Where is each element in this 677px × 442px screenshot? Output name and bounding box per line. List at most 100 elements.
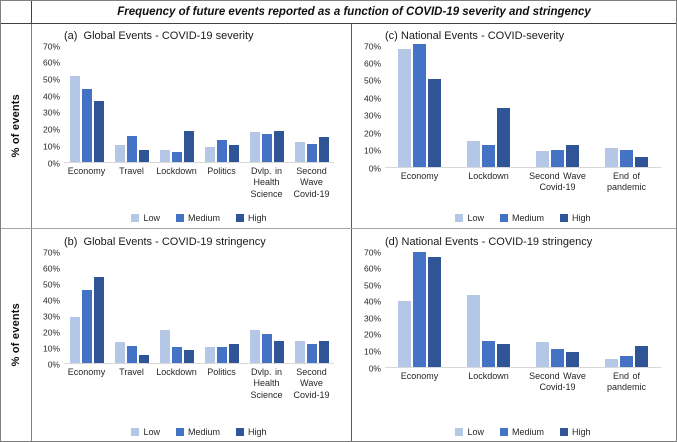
legend-label: Low xyxy=(467,213,484,223)
x-category-label: Travel xyxy=(119,166,144,176)
y-tick-label-10: 10% xyxy=(42,141,60,152)
y-tick-label-50: 50% xyxy=(42,278,60,289)
y-tick-label-0: 0% xyxy=(368,362,381,373)
x-category-label: Economy xyxy=(67,166,106,176)
panel-a-title: (a) Global Events - COVID-19 severity xyxy=(64,30,254,42)
legend-label: Medium xyxy=(187,213,220,223)
legend-item-low: Low xyxy=(455,427,484,437)
legend-item-high: High xyxy=(560,213,591,223)
bar-medium xyxy=(306,143,317,162)
center-horizontal-divider-line xyxy=(1,228,676,229)
legend-swatch-icon xyxy=(131,214,140,222)
y-tick-label-10: 10% xyxy=(363,346,381,357)
bar-medium xyxy=(216,140,227,162)
bar-low xyxy=(467,141,480,167)
y-tick-label-10: 10% xyxy=(42,342,60,353)
legend-swatch-icon xyxy=(236,428,244,436)
bar-medium xyxy=(126,345,137,363)
y-tick-label-0: 0% xyxy=(368,162,381,173)
panel-c-plot-area xyxy=(385,44,661,168)
legend-item-high: High xyxy=(236,427,267,437)
bar-high xyxy=(497,108,510,167)
chart-panel-d-national-stringency: (d) National Events - COVID-19 stringenc… xyxy=(353,230,676,441)
bar-group xyxy=(64,252,109,363)
legend-swatch-icon xyxy=(455,214,464,222)
x-category-label: Lockdown xyxy=(156,367,197,377)
bar-medium xyxy=(413,252,426,367)
x-category-label: Economy xyxy=(400,171,439,181)
legend-item-medium: Medium xyxy=(175,213,220,223)
bar-high xyxy=(228,145,239,162)
chart-panel-a-global-severity: (a) Global Events - COVID-19 severity 0%… xyxy=(32,24,350,228)
bar-group xyxy=(523,252,592,367)
y-tick-label-40: 40% xyxy=(363,93,381,104)
x-category-label: Economy xyxy=(400,371,439,381)
legend-swatch-icon xyxy=(131,428,140,436)
legend-swatch-icon xyxy=(499,428,508,436)
panel-c-legend: Low Medium High xyxy=(359,213,671,223)
y-tick-label-0: 0% xyxy=(47,358,60,369)
bar-group xyxy=(289,252,334,363)
header-divider-line xyxy=(1,23,676,24)
bar-high xyxy=(497,344,510,367)
legend-item-low: Low xyxy=(455,213,484,223)
bar-medium xyxy=(171,152,182,162)
bar-group xyxy=(199,46,244,162)
panel-d-chart: 0% 10% 20% 30% 40% 50% 60% 70% xyxy=(359,248,671,372)
bar-low xyxy=(249,132,260,162)
bar-medium xyxy=(620,149,633,167)
bar-low xyxy=(605,358,618,367)
y-tick-label-70: 70% xyxy=(42,40,60,51)
panel-a-legend: Low Medium High xyxy=(38,213,344,223)
bar-high xyxy=(228,343,239,363)
y-tick-label-10: 10% xyxy=(363,145,381,156)
bar-low xyxy=(204,347,215,363)
panel-d-y-axis: 0% 10% 20% 30% 40% 50% 60% 70% xyxy=(359,248,385,372)
y-tick-label-60: 60% xyxy=(363,263,381,274)
x-category-label: End of pandemic xyxy=(606,371,647,393)
bar-high xyxy=(138,355,149,363)
center-vertical-divider-line xyxy=(351,24,352,441)
bar-medium xyxy=(171,347,182,363)
bar-group xyxy=(289,46,334,162)
y-tick-label-40: 40% xyxy=(363,296,381,307)
panel-b-plot-area xyxy=(64,252,334,364)
legend-label: High xyxy=(248,427,267,437)
y-tick-label-40: 40% xyxy=(42,294,60,305)
panel-d-title: (d) National Events - COVID-19 stringenc… xyxy=(385,236,593,248)
y-axis-title-bottom-cell: % of events xyxy=(1,229,31,440)
y-axis-title-top: % of events xyxy=(10,94,22,158)
y-tick-label-30: 30% xyxy=(42,310,60,321)
legend-swatch-icon xyxy=(560,428,568,436)
bar-medium xyxy=(126,135,137,162)
panel-b-title: (b) Global Events - COVID-19 stringency xyxy=(64,236,266,248)
y-tick-label-60: 60% xyxy=(42,262,60,273)
left-column-divider-line xyxy=(31,24,32,441)
y-tick-label-50: 50% xyxy=(363,279,381,290)
y-axis-title-bottom: % of events xyxy=(10,302,22,367)
panel-a-chart: 0% 10% 20% 30% 40% 50% 60% 70% xyxy=(38,42,344,167)
bar-low xyxy=(294,340,305,363)
bar-medium xyxy=(551,149,564,167)
y-tick-label-50: 50% xyxy=(363,75,381,86)
bar-group xyxy=(454,46,523,167)
x-category-label: Second Wave Covid-19 xyxy=(529,171,586,193)
x-category-label: Second Wave Covid-19 xyxy=(529,371,586,393)
legend-item-medium: Medium xyxy=(499,213,544,223)
legend-label: Medium xyxy=(511,213,544,223)
bar-low xyxy=(69,75,80,162)
bar-high xyxy=(428,256,441,367)
legend-swatch-icon xyxy=(175,214,184,222)
y-tick-label-70: 70% xyxy=(363,246,381,257)
legend-item-low: Low xyxy=(131,427,160,437)
bar-medium xyxy=(81,89,92,162)
bar-low xyxy=(536,342,549,367)
bar-group xyxy=(385,44,454,167)
bar-high xyxy=(93,277,104,363)
legend-swatch-icon xyxy=(499,214,508,222)
bar-group xyxy=(523,46,592,167)
x-category-label: Politics xyxy=(207,367,236,377)
x-category-label: Second Wave Covid-19 xyxy=(293,166,330,199)
bar-group xyxy=(154,252,199,363)
